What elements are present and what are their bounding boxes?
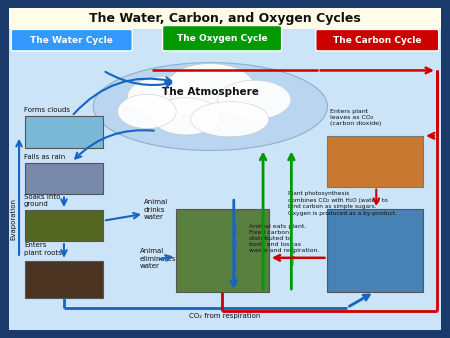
Text: Enters plant
leaves as CO₂
(carbon dioxide): Enters plant leaves as CO₂ (carbon dioxi…: [330, 108, 382, 126]
Text: The Oxygen Cycle: The Oxygen Cycle: [177, 34, 267, 43]
FancyBboxPatch shape: [25, 210, 103, 241]
Ellipse shape: [117, 94, 176, 128]
Ellipse shape: [93, 63, 328, 150]
Text: Enters
plant roots: Enters plant roots: [24, 242, 62, 256]
Text: H₂O from respiration: H₂O from respiration: [234, 220, 239, 285]
Ellipse shape: [166, 64, 254, 111]
Text: The Carbon Cycle: The Carbon Cycle: [333, 36, 422, 45]
FancyBboxPatch shape: [328, 209, 423, 292]
Text: Forms clouds: Forms clouds: [24, 107, 70, 113]
Text: The Water, Carbon, and Oxygen Cycles: The Water, Carbon, and Oxygen Cycles: [89, 12, 361, 25]
Text: Oxygen: Oxygen: [291, 241, 296, 265]
Text: Animal
eliminates
water: Animal eliminates water: [140, 248, 176, 269]
Text: Soaks into
ground: Soaks into ground: [24, 194, 60, 207]
FancyBboxPatch shape: [9, 8, 441, 330]
Ellipse shape: [218, 80, 291, 119]
Text: The Atmosphere: The Atmosphere: [162, 87, 259, 97]
FancyBboxPatch shape: [176, 209, 269, 292]
FancyBboxPatch shape: [316, 29, 439, 51]
FancyBboxPatch shape: [9, 8, 441, 29]
FancyBboxPatch shape: [11, 29, 132, 51]
Text: The Water Cycle: The Water Cycle: [30, 36, 113, 45]
Text: Oxygen: Oxygen: [261, 241, 266, 265]
FancyBboxPatch shape: [25, 116, 103, 147]
FancyBboxPatch shape: [25, 163, 103, 194]
Text: Evaporation: Evaporation: [10, 198, 16, 240]
Text: CO₂ from respiration: CO₂ from respiration: [189, 313, 261, 319]
Text: Animal eats plant.
Fixed carbon
distributed to
body and lost as
waste and respir: Animal eats plant. Fixed carbon distribu…: [249, 224, 320, 254]
Ellipse shape: [152, 98, 220, 135]
FancyBboxPatch shape: [328, 136, 423, 187]
FancyBboxPatch shape: [162, 26, 282, 51]
Text: Animal
drinks
water: Animal drinks water: [144, 199, 168, 220]
Text: Plant photosynthesis
combines CO₂ with H₂O (water) to
bind carbon as simple suga: Plant photosynthesis combines CO₂ with H…: [288, 191, 397, 216]
FancyBboxPatch shape: [25, 261, 103, 298]
Ellipse shape: [127, 76, 206, 117]
Ellipse shape: [191, 102, 269, 137]
Text: Falls as rain: Falls as rain: [24, 154, 65, 160]
